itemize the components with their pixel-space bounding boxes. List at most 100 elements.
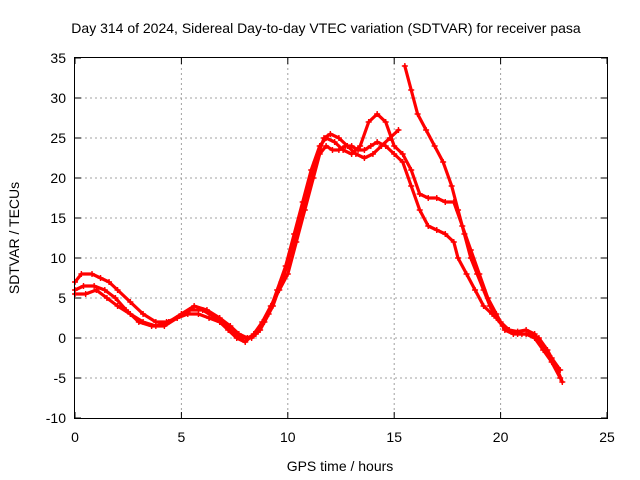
data-point-marker (140, 311, 147, 317)
y-tick-label: 25 (50, 130, 66, 146)
data-point-marker (261, 319, 268, 325)
x-tick-label: 15 (386, 429, 402, 445)
data-point-marker (178, 311, 185, 317)
data-point-marker (352, 151, 359, 157)
data-point-marker (335, 135, 342, 141)
data-point-marker (559, 379, 566, 385)
y-tick-label: 15 (50, 210, 66, 226)
data-point-marker (329, 147, 336, 153)
data-point-marker (463, 271, 470, 277)
data-point-marker (401, 63, 408, 69)
data-point-marker (278, 279, 285, 285)
data-point-marker (303, 191, 310, 197)
y-tick-label: 30 (50, 90, 66, 106)
data-point-marker (386, 135, 393, 141)
y-axis-label: SDTVAR / TECUs (6, 182, 22, 294)
data-point-marker (416, 207, 423, 213)
data-point-marker (320, 135, 327, 141)
data-point-marker (480, 303, 487, 309)
data-point-marker (455, 255, 462, 261)
data-point-marker (357, 143, 364, 149)
data-point-marker (382, 119, 389, 125)
x-tick-label: 10 (280, 429, 296, 445)
data-point-marker (540, 343, 547, 349)
y-tick-label: 0 (58, 330, 66, 346)
data-point-marker (152, 323, 159, 329)
data-point-marker (323, 143, 330, 149)
data-point-marker (548, 355, 555, 361)
data-point-marker (344, 143, 351, 149)
data-point-marker (367, 143, 374, 149)
data-point-marker (391, 143, 398, 149)
x-axis-label: GPS time / hours (287, 458, 394, 474)
data-point-marker (433, 195, 440, 201)
series-trace-c (72, 127, 402, 341)
x-tick-label: 0 (71, 429, 79, 445)
series-trace-d (401, 63, 564, 373)
y-tick-label: -5 (54, 370, 67, 386)
axis-ticks: 0 5 10 15 20 25 -10 -5 0 5 10 15 20 25 30 35 (46, 50, 615, 445)
series-line (73, 128, 401, 340)
data-point-marker (365, 119, 372, 125)
x-tick-label: 20 (493, 429, 509, 445)
data-point-marker (140, 319, 147, 325)
data-point-marker (340, 147, 347, 153)
data-point-marker (425, 195, 432, 201)
data-point-marker (327, 131, 334, 137)
data-point-marker (408, 87, 415, 93)
data-point-marker (244, 335, 251, 341)
x-tick-label: 25 (599, 429, 615, 445)
data-point-marker (378, 143, 385, 149)
data-point-marker (408, 183, 415, 189)
data-point-marker (80, 283, 87, 289)
data-point-marker (114, 303, 121, 309)
data-point-marker (461, 231, 468, 237)
data-point-marker (312, 159, 319, 165)
data-point-marker (127, 299, 134, 305)
data-point-marker (433, 227, 440, 233)
data-point-marker (127, 311, 134, 317)
data-point-marker (467, 255, 474, 261)
data-point-marker (442, 231, 449, 237)
data-point-marker (252, 331, 259, 337)
data-point-marker (474, 271, 481, 277)
data-point-marker (195, 311, 202, 317)
data-point-marker (374, 139, 381, 145)
data-point-marker (361, 155, 368, 161)
data-point-marker (440, 159, 447, 165)
y-tick-label: 20 (50, 170, 66, 186)
data-point-marker (103, 295, 110, 301)
data-point-marker (448, 183, 455, 189)
data-point-marker (395, 127, 402, 133)
data-point-marker (531, 331, 538, 337)
data-point-marker (295, 223, 302, 229)
data-point-marker (203, 307, 210, 313)
plot-frame (74, 57, 608, 419)
data-point-marker (472, 287, 479, 293)
data-point-marker (514, 328, 521, 335)
data-point-marker (523, 327, 530, 333)
data-point-marker (442, 199, 449, 205)
x-tick-label: 5 (178, 429, 186, 445)
data-point-marker (191, 303, 198, 309)
data-point-marker (499, 323, 506, 329)
data-point-marker (493, 315, 500, 321)
data-point-marker (93, 287, 100, 293)
data-point-marker (227, 323, 234, 329)
data-point-marker (450, 239, 457, 245)
series-line (403, 64, 562, 372)
data-point-marker (431, 143, 438, 149)
data-point-marker (455, 207, 462, 213)
data-point-marker (235, 331, 242, 337)
data-point-marker (399, 159, 406, 165)
y-tick-label: 35 (50, 50, 66, 66)
data-point-marker (391, 151, 398, 157)
data-point-marker (414, 111, 421, 117)
data-point-marker (425, 223, 432, 229)
data-point-marker (78, 271, 85, 277)
series-group (72, 63, 566, 385)
data-point-marker (361, 147, 368, 153)
data-point-marker (106, 279, 113, 285)
